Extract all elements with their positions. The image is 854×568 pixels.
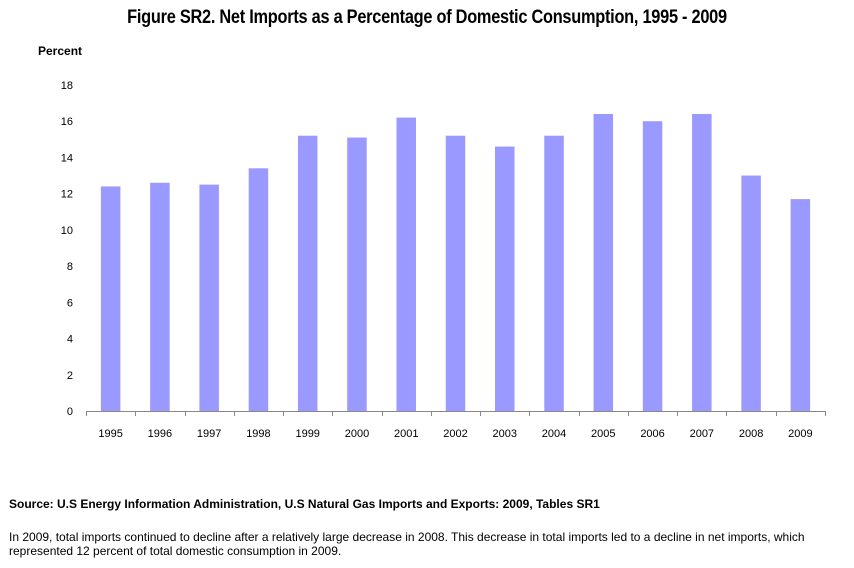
y-tick-label: 16 [61, 116, 73, 128]
bar [445, 135, 466, 411]
bar [150, 182, 170, 411]
x-tick-label: 2007 [690, 428, 714, 440]
caption-note: In 2009, total imports continued to decl… [9, 530, 805, 558]
x-tick-label: 2000 [345, 428, 369, 440]
y-tick-label: 6 [67, 297, 73, 309]
x-tick-label: 2001 [394, 428, 418, 440]
bar [396, 117, 416, 411]
bar [642, 121, 663, 411]
x-tick-label: 1995 [98, 428, 122, 440]
source-citation: Source: U.S Energy Information Administr… [9, 497, 600, 511]
bar [100, 186, 121, 411]
y-tick-label: 14 [61, 152, 73, 164]
y-tick-label: 0 [67, 406, 73, 418]
bar [297, 135, 318, 411]
y-axis-label: Percent [38, 44, 83, 58]
chart-title: Figure SR2. Net Imports as a Percentage … [127, 7, 727, 28]
x-tick-label: 1998 [246, 428, 270, 440]
x-tick-label: 1999 [295, 428, 319, 440]
x-tick-label: 2005 [591, 428, 615, 440]
x-tick-label: 1996 [148, 428, 172, 440]
x-tick-label: 2003 [493, 428, 517, 440]
bar [741, 175, 761, 411]
bar [692, 113, 712, 411]
y-tick-label: 8 [67, 261, 73, 273]
y-tick-label: 4 [67, 334, 73, 346]
bar [347, 137, 367, 411]
bar [593, 113, 614, 411]
bar [199, 184, 219, 411]
bar [544, 135, 564, 411]
x-tick-label: 2006 [640, 428, 664, 440]
x-tick-label: 2009 [788, 428, 812, 440]
y-tick-label: 12 [61, 189, 73, 201]
bar [248, 168, 269, 411]
y-tick-label: 18 [61, 80, 73, 92]
x-tick-label: 2008 [739, 428, 763, 440]
y-tick-label: 2 [67, 370, 73, 382]
x-tick-label: 2002 [443, 428, 467, 440]
bar [790, 199, 811, 411]
x-tick-label: 1997 [197, 428, 221, 440]
x-tick-label: 2004 [542, 428, 566, 440]
bar [495, 146, 515, 412]
y-tick-label: 10 [61, 225, 73, 237]
